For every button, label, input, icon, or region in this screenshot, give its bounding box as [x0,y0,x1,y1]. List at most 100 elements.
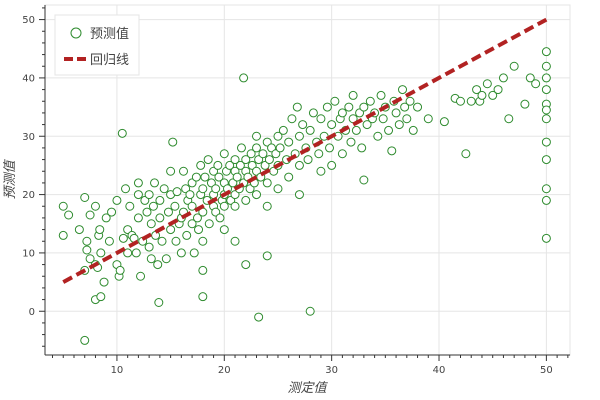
data-point [178,166,188,176]
data-point [148,201,158,211]
x-tick-label: 20 [218,365,231,376]
legend-label-predicted: 预测值 [90,26,129,42]
data-point [348,90,358,100]
data-point [262,201,272,211]
x-tick-label: 30 [325,365,338,376]
data-point [101,213,111,223]
data-point [541,155,551,165]
data-point [219,225,229,235]
data-point [405,96,415,106]
data-point [351,125,361,135]
data-point [82,236,92,246]
data-point [520,99,530,109]
data-point [198,292,208,302]
data-point [171,236,181,246]
data-point [246,149,256,159]
legend-box [54,14,140,76]
x-axis-title: 测定值 [287,380,328,396]
legend-item-predicted[interactable]: 预测值 [70,26,129,42]
data-point [373,131,383,141]
data-point [142,207,152,217]
data-point [204,219,214,229]
data-point [541,85,551,95]
data-point [541,195,551,205]
data-point [294,190,304,200]
data-point [198,184,208,194]
data-point [191,172,201,182]
y-tick-label: 50 [22,15,35,26]
data-point [230,201,240,211]
data-point [498,73,508,83]
data-point [327,120,337,130]
data-point [316,166,326,176]
data-point [262,178,272,188]
y-tick-label: 10 [22,248,35,259]
y-tick-label: 40 [22,73,35,84]
data-point [157,236,167,246]
data-point [115,265,125,275]
data-point [413,102,423,112]
data-point [472,85,482,95]
x-tick-label: 40 [433,365,446,376]
data-point [541,73,551,83]
data-point [303,155,313,165]
data-point [80,335,90,345]
data-point [90,201,100,211]
data-point [74,225,84,235]
data-point [252,131,262,141]
data-point [357,143,367,153]
data-point [146,219,156,229]
data-point [541,137,551,147]
data-point [252,143,262,153]
data-point [213,160,223,170]
data-point [384,125,394,135]
data-point [96,248,106,258]
data-point [346,137,356,147]
data-point [187,201,197,211]
data-point [541,184,551,194]
data-point [95,225,105,235]
data-point [264,155,274,165]
data-point [337,149,347,159]
data-point [154,298,164,307]
data-point [99,277,109,287]
data-point [85,210,95,220]
data-point [541,61,551,71]
data-point [118,233,128,243]
legend-label-regression: 回归线 [90,53,129,68]
y-tick-label: 20 [22,190,35,201]
x-tick-label: 10 [111,365,124,376]
data-point [64,210,74,220]
data-point [104,236,114,246]
data-point [252,190,262,200]
data-point [525,73,535,83]
data-point [408,125,418,135]
data-point [305,306,315,316]
data-point [166,166,176,176]
data-point [262,251,272,261]
legend-item-regression[interactable]: 回归线 [64,53,129,68]
data-point [182,230,192,240]
x-axis: 10 20 30 40 50 [45,354,570,376]
data-point [211,184,221,194]
y-tick-label: 30 [22,132,35,143]
data-point [376,90,386,100]
data-point [477,90,487,100]
regression-line [62,17,548,284]
data-point [391,108,401,118]
data-point [133,213,143,223]
data-point [305,125,315,135]
data-point [461,149,471,159]
legend: 预测值 回归线 [54,14,140,76]
data-point [322,102,332,112]
data-point [509,61,519,71]
data-point [155,195,165,205]
data-point [325,143,335,153]
data-point [423,114,433,124]
data-point [541,233,551,243]
data-point [144,190,154,200]
data-point [185,190,195,200]
data-point [488,90,498,100]
data-point [203,155,213,165]
